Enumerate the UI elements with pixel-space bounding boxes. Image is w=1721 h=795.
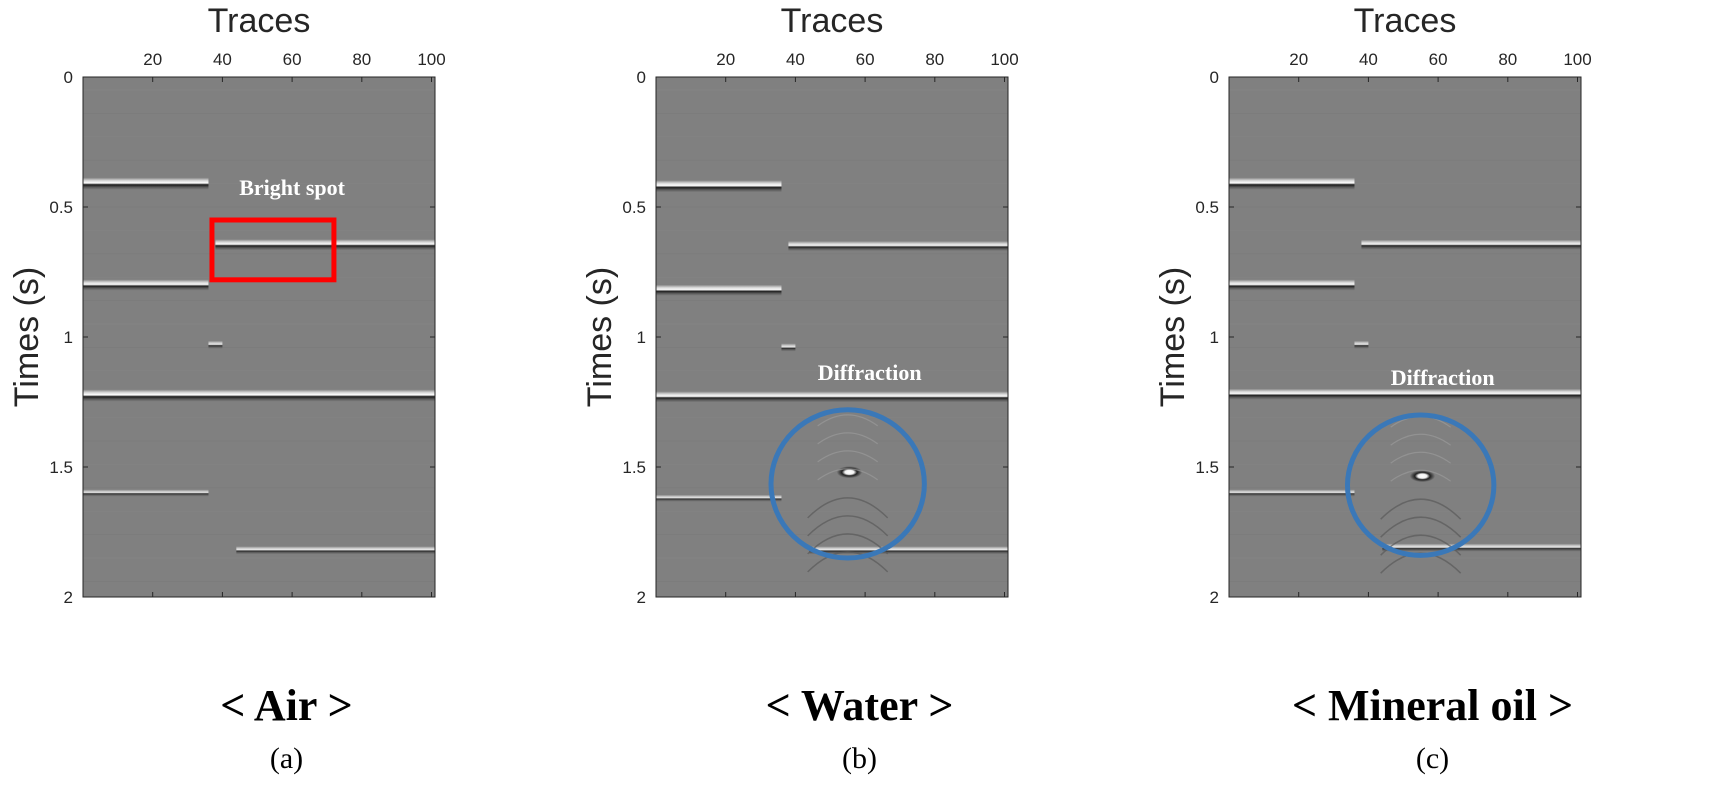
medium-label-water: < Water > [765,681,954,730]
diffraction-arc [817,450,879,463]
reflector [83,489,209,497]
reflector [1229,177,1355,190]
x-tick-label: 20 [1289,50,1308,69]
y-axis-label: Times (s) [8,267,46,407]
panel-label-a: (a) [269,742,304,775]
x-axis-label: Traces [208,2,311,40]
reflector [83,389,435,402]
x-axis-label: Traces [781,2,884,40]
reflector [809,546,1008,555]
panel-water: 20 40 60 80 100 0 0.5 1 1.5 2 Traces Times (s) Diffr… [573,0,1146,795]
x-tick-label: 20 [143,50,162,69]
diffraction-circle [768,407,927,561]
reflector [1354,340,1369,349]
reflector-layer [83,89,435,582]
reflector-layer [656,89,1008,582]
y-tick-label: 0.5 [622,198,646,217]
diffraction-label: Diffraction [1391,365,1495,390]
y-tick-label: 1.5 [49,458,73,477]
y-tick-label: 1 [637,328,646,347]
bright-spot-label: Bright spot [239,175,345,200]
x-axis-label: Traces [1354,2,1457,40]
x-tick-label: 80 [925,50,944,69]
diffraction-arc [1380,498,1462,520]
seismic-plot-air: 20 40 60 80 100 0 0.5 1 1.5 2 Traces Times (s) Brigh… [8,2,446,607]
y-tick-label: 2 [1210,588,1219,607]
reflector [236,546,435,555]
y-axis-label: Times (s) [1154,267,1192,407]
reflector [83,279,209,291]
y-axis-label: Times (s) [581,267,619,407]
x-tick-label: 20 [716,50,735,69]
seismic-plot-mineral-oil: 20 40 60 80 100 0 0.5 1 1.5 2 Traces Times (s) Diffr… [1154,2,1592,607]
y-tick-label: 2 [637,588,646,607]
panel-label-c: (c) [1415,742,1450,775]
diffraction-arc [807,533,889,555]
reflector [656,180,782,193]
diffraction-arc [807,515,889,537]
y-tick-label: 0 [64,68,73,87]
bright-spot-box [209,217,337,283]
x-tick-label: 60 [856,50,875,69]
y-tick-label: 0 [1210,68,1219,87]
y-tick-label: 0.5 [49,198,73,217]
reflector [656,494,782,502]
y-tick-label: 1 [64,328,73,347]
x-tick-label: 40 [786,50,805,69]
diffraction-label: Diffraction [818,360,922,385]
y-tick-label: 0.5 [1195,198,1219,217]
x-tick-label: 100 [417,50,445,69]
y-tick-label: 1 [1210,328,1219,347]
y-tick-label: 1.5 [1195,458,1219,477]
diffraction-arc [817,468,879,481]
diffraction-arc [1390,469,1452,482]
reflector [1229,489,1355,497]
panel-mineral-oil: 20 40 60 80 100 0 0.5 1 1.5 2 Traces Times (s) Diffr… [1146,0,1719,795]
diffraction-arc [817,432,879,445]
reflector-layer [1229,89,1581,582]
diffraction-arc [1380,516,1462,538]
reflector [788,241,1008,251]
x-tick-label: 40 [213,50,232,69]
reflector [215,239,435,251]
diffraction-spot [1409,470,1436,483]
y-tick-label: 2 [64,588,73,607]
diffraction-arc [807,551,889,573]
medium-label-mineral-oil: < Mineral oil > [1291,681,1574,730]
x-tick-label: 60 [1429,50,1448,69]
diffraction-arc [1390,451,1452,464]
reflector [208,340,223,349]
medium-label-air: < Air > [220,681,353,730]
reflector [83,177,209,190]
diffraction-arc [1390,433,1452,446]
reflector [1229,388,1581,400]
reflector [1361,239,1581,250]
plot-background [656,77,1008,597]
diffraction-arc [807,497,889,519]
reflector [781,343,796,352]
seismic-plot-water: 20 40 60 80 100 0 0.5 1 1.5 2 Traces Times (s) Diffr… [581,2,1019,607]
diffraction-circle [1344,412,1497,558]
x-tick-label: 40 [1359,50,1378,69]
reflector [656,391,1008,403]
x-tick-label: 80 [1498,50,1517,69]
plot-background [83,77,435,597]
reflector [1382,543,1581,552]
y-tick-label: 1.5 [622,458,646,477]
x-tick-label: 80 [352,50,371,69]
y-tick-label: 0 [637,68,646,87]
x-tick-label: 100 [1563,50,1591,69]
x-tick-label: 100 [990,50,1018,69]
plot-background [1229,77,1581,597]
x-tick-label: 60 [283,50,302,69]
panel-air: 20 40 60 80 100 0 0.5 1 1.5 2 Traces Times (s) Brigh… [0,0,573,795]
reflector [1229,279,1355,291]
reflector [656,284,782,296]
panel-label-b: (b) [842,742,877,775]
diffraction-spot [836,466,863,479]
diffraction-arc [817,414,879,427]
